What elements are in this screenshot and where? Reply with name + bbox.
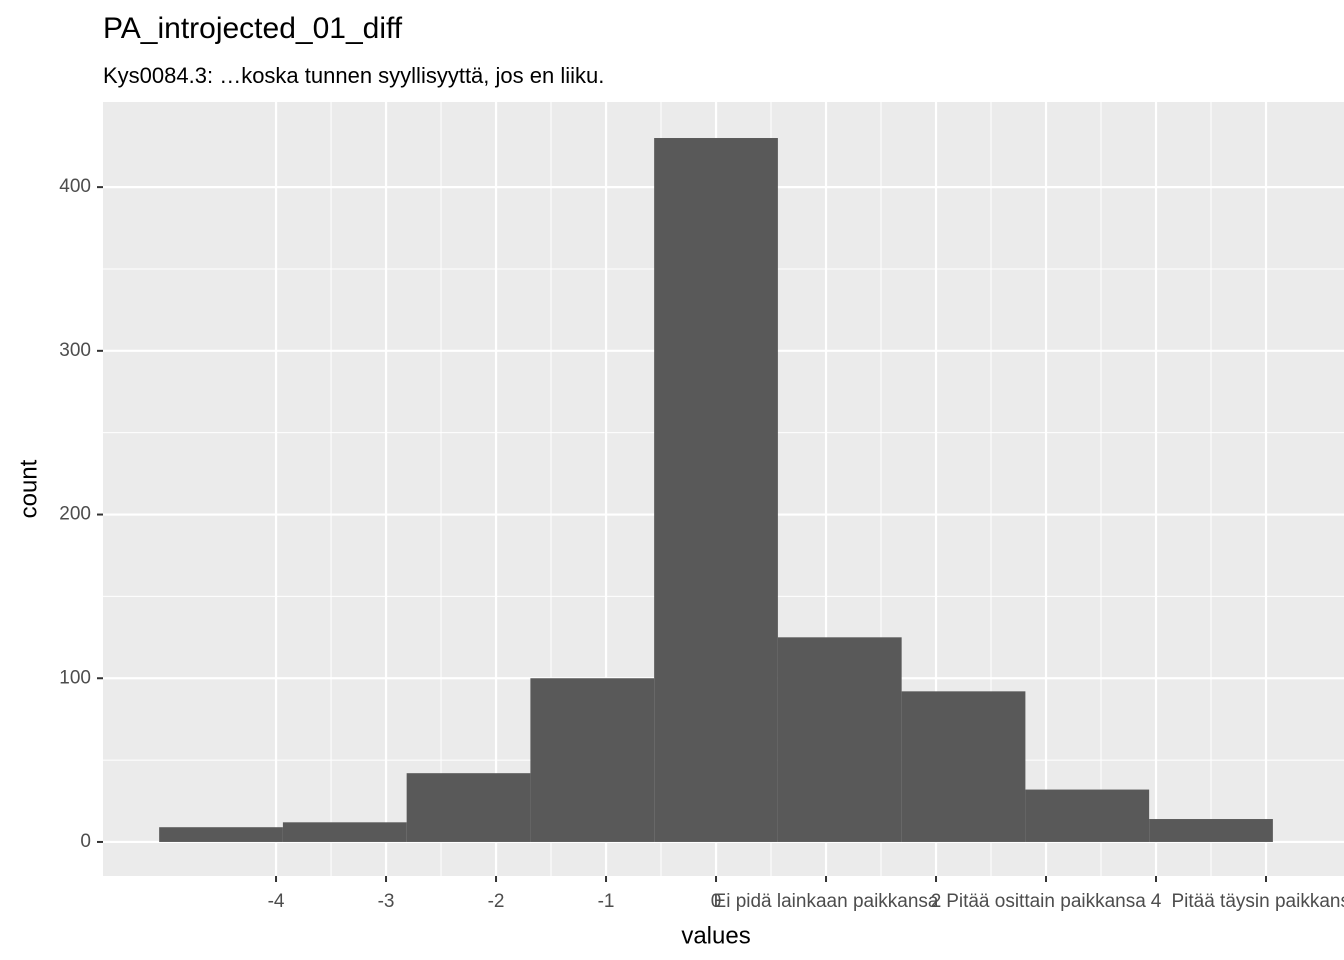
bar (654, 138, 778, 842)
x-tick-label: Pitää täysin paikkansa (1171, 891, 1344, 912)
x-axis-label: values (681, 922, 750, 949)
y-axis-label: count (15, 459, 42, 518)
bar (1025, 789, 1150, 842)
x-tick-label: -1 (598, 891, 615, 912)
y-tick-label: 400 (59, 176, 91, 197)
bar (1149, 819, 1273, 842)
y-tick-label: 0 (80, 831, 91, 852)
x-tick-label: Pitää osittain paikkansa (946, 891, 1146, 912)
y-tick-label: 300 (59, 340, 91, 361)
chart-subtitle: Kys0084.3: …koska tunnen syyllisyyttä, j… (103, 63, 604, 88)
x-tick-label: 4 (1151, 891, 1162, 912)
bar (406, 773, 531, 842)
x-tick-label: -4 (268, 891, 285, 912)
chart-title: PA_introjected_01_diff (103, 12, 403, 45)
y-tick-label: 200 (59, 504, 91, 525)
bar (530, 678, 655, 842)
bar (901, 691, 1026, 842)
x-tick-label: 2 (931, 891, 942, 912)
y-tick-label: 100 (59, 667, 91, 688)
x-tick-label: -3 (378, 891, 395, 912)
bar (282, 822, 407, 842)
bar (159, 827, 283, 842)
x-tick-label: Ei pidä lainkaan paikkansa (714, 891, 939, 912)
x-tick-label: 0 (711, 891, 722, 912)
x-tick-label: -2 (488, 891, 505, 912)
bar (777, 637, 902, 842)
